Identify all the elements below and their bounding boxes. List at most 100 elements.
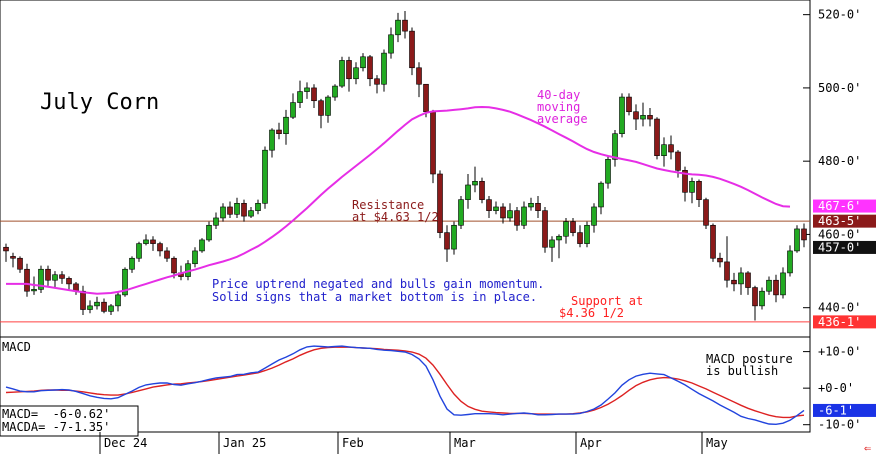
candle [605,155,611,189]
candle-body-down [409,30,415,69]
candle-body-down [570,221,576,233]
candle-body-down [710,224,716,259]
candle [696,179,702,207]
scroll-arrow-icon[interactable]: ⇐ [864,441,871,454]
date-label: Feb [342,436,364,450]
candle [500,203,506,224]
candle [535,195,541,218]
candle [381,49,387,92]
macd-tick-label: -10-0' [818,418,861,432]
candle-body-down [3,246,9,252]
candle [157,241,163,257]
candle [577,225,583,248]
candle-body-up [521,206,527,226]
candle-body-down [311,87,317,102]
macd-tick-label: +10-0' [818,345,861,359]
candle [514,206,520,231]
candle [283,109,289,145]
candle [367,54,373,87]
candle-body-up [143,239,149,244]
candle-body-up [738,272,744,285]
candle-body-up [220,206,226,219]
candle [290,93,296,120]
candle [353,62,359,85]
candle [794,225,800,253]
candle [451,221,457,255]
price-tick-label: 480-0' [818,154,861,168]
candle-body-up [598,182,604,208]
candle [10,252,16,268]
candle-body-up [262,149,268,204]
candle-body-down [773,279,779,296]
macd-readout: MACD= -6-0.62' [2,407,110,421]
candle-body-up [794,228,800,252]
candle [542,206,548,253]
macd-value-tag: -6-1' [813,403,876,417]
candle [276,122,282,140]
candle [584,221,590,248]
resistance-price-tag: 463-5' [813,214,876,228]
high-price-tag: 460-0' [813,227,876,241]
candle [423,83,429,118]
candle [213,212,219,229]
candle-body-down [241,202,247,217]
candle-body-up [304,87,310,92]
candle [437,170,443,239]
candle [521,201,527,229]
candle-body-down [374,78,380,85]
candle-body-down [745,272,751,288]
candle-body-up [87,305,93,310]
candle [640,102,646,127]
candle [773,274,779,303]
candle-body-down [668,144,674,153]
candle [192,247,198,268]
candle-body-up [332,85,338,98]
price-tag-text: 467-6' [818,199,861,213]
candle-body-down [675,151,681,171]
candle [549,236,555,262]
macd-annotation-line-1: MACD posture [706,352,793,366]
candle-body-up [766,279,772,292]
candle [633,104,639,131]
candle-body-down [101,301,107,312]
candle-body-down [542,210,548,248]
candle-body-up [136,243,142,259]
date-label: Mar [454,436,476,450]
candle-body-up [388,34,394,54]
candle [227,201,233,218]
candle [101,298,107,314]
candle-body-down [423,83,429,113]
candle [297,80,303,109]
price-tick-label: 440-0' [818,301,861,315]
candle [626,93,632,116]
price-tick-label: 500-0' [818,81,861,95]
candle-body-down [633,111,639,120]
candle-body-down [164,250,170,259]
candle [591,203,597,233]
candle [409,27,415,76]
candle [136,241,142,262]
candle [458,195,464,229]
candle [752,285,758,321]
candle [45,265,51,286]
moving-average-label-line-1: 40-day [537,88,580,102]
candle-body-down [367,56,373,80]
candle [661,137,667,167]
candle [374,75,380,94]
candle-body-up [759,290,765,307]
candle-body-up [325,96,331,116]
candle [472,166,478,193]
candle-body-up [248,210,254,217]
candle [255,199,261,215]
candle [493,201,499,215]
candle-body-up [619,96,625,135]
candle [801,223,807,248]
candle-body-down [682,170,688,193]
candle [150,236,156,251]
candle-body-up [381,52,387,85]
candle [689,177,695,204]
price-label-tags: 467-6'463-5'460-0'457-0' 436-1' [813,199,876,329]
candle-body-down [276,129,282,135]
moving-average-label-line-2: moving [537,100,580,114]
